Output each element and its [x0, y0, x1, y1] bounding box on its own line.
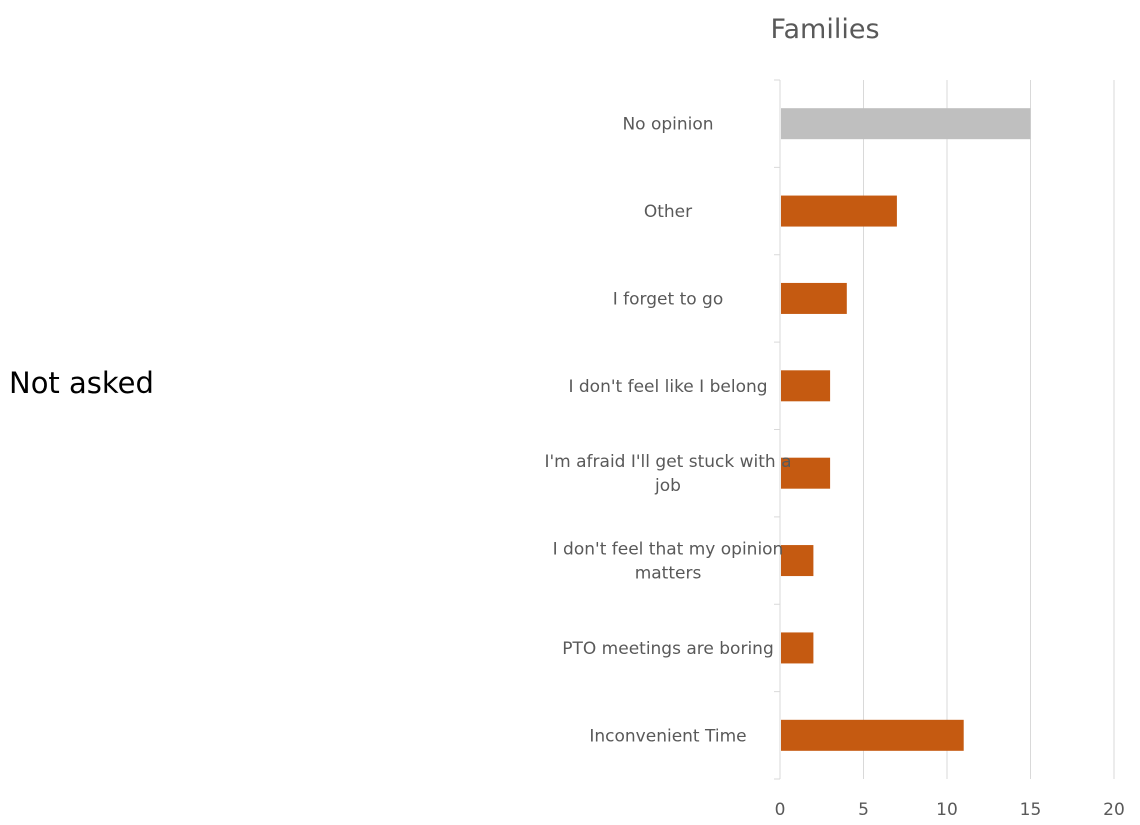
bar [781, 108, 1031, 140]
category-axis [774, 79, 781, 780]
bar [781, 457, 831, 489]
category-labels: No opinion Other I forget to go I don't fee… [544, 115, 791, 747]
category-label: job [654, 476, 681, 496]
category-label: I'm afraid I'll get stuck with a [544, 452, 791, 472]
bar [781, 282, 847, 314]
category-label: Other [644, 202, 692, 222]
x-tick-label: 5 [858, 800, 869, 820]
category-label: I don't feel like I belong [568, 377, 767, 397]
bar [781, 195, 897, 227]
bar [781, 719, 964, 751]
x-tick-label: 20 [1103, 800, 1125, 820]
category-label: No opinion [622, 115, 713, 135]
category-label: Inconvenient Time [589, 726, 746, 746]
x-tick-label: 0 [775, 800, 786, 820]
category-label: matters [635, 564, 702, 584]
chart-title: Families [770, 14, 879, 45]
x-tick-labels: 0 5 10 15 20 [775, 800, 1125, 820]
x-tick-label: 10 [936, 800, 958, 820]
side-note: Not asked [9, 366, 154, 400]
category-label: I don't feel that my opinion [553, 540, 784, 560]
bars [781, 108, 1031, 751]
bar [781, 545, 814, 577]
bar [781, 370, 831, 402]
x-tick-label: 15 [1020, 800, 1042, 820]
bar [781, 632, 814, 664]
gridlines [863, 80, 1115, 779]
category-label: PTO meetings are boring [562, 639, 773, 659]
category-label: I forget to go [613, 289, 723, 309]
